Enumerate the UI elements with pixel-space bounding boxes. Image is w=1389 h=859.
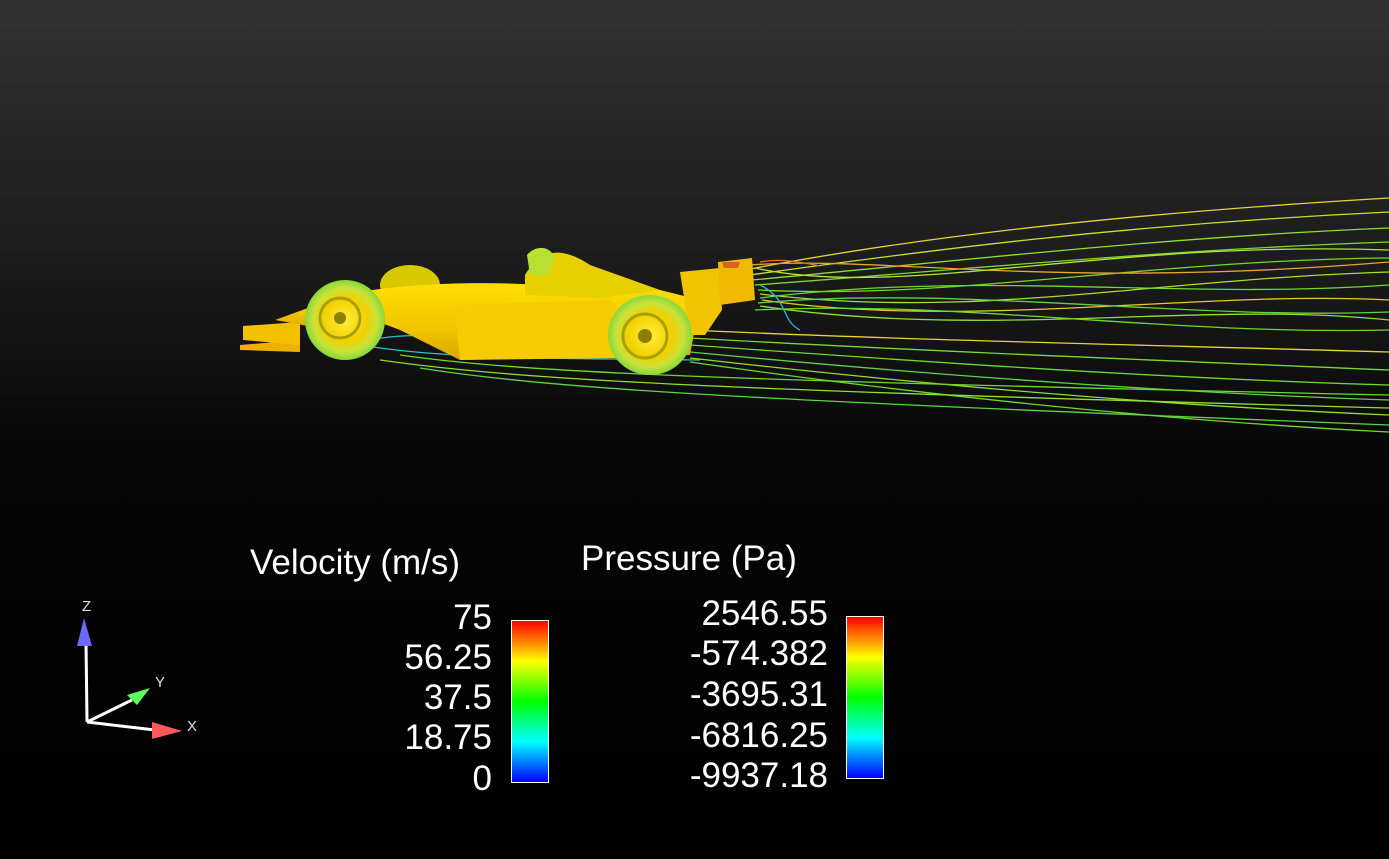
velocity-color-bar bbox=[511, 620, 549, 783]
car-model[interactable] bbox=[240, 247, 755, 375]
rear-wing bbox=[680, 268, 722, 335]
velocity-tick: 0 bbox=[472, 759, 492, 798]
y-axis-arrow-icon bbox=[127, 688, 150, 705]
pressure-color-bar bbox=[846, 616, 884, 779]
orientation-axes[interactable] bbox=[77, 618, 182, 739]
velocity-tick: 37.5 bbox=[423, 678, 492, 717]
z-axis-label: Z bbox=[82, 598, 92, 615]
z-axis-arrow-icon bbox=[77, 618, 92, 646]
y-axis-label: Y bbox=[155, 674, 166, 691]
pressure-legend-title: Pressure (Pa) bbox=[581, 539, 797, 578]
velocity-legend-title: Velocity (m/s) bbox=[250, 543, 461, 582]
velocity-tick: 56.25 bbox=[404, 638, 492, 677]
x-axis-arrow-icon bbox=[152, 722, 182, 739]
velocity-tick: 75 bbox=[453, 598, 492, 637]
pressure-tick: -9937.18 bbox=[689, 756, 828, 795]
air-intake bbox=[527, 247, 555, 275]
x-axis-label: X bbox=[187, 718, 198, 735]
pressure-tick: -3695.31 bbox=[689, 675, 828, 714]
velocity-tick: 18.75 bbox=[404, 718, 492, 757]
pressure-tick: -574.382 bbox=[689, 634, 828, 673]
sidepod bbox=[455, 300, 640, 360]
pressure-tick: 2546.55 bbox=[701, 594, 828, 633]
pressure-tick: -6816.25 bbox=[689, 716, 828, 755]
engine-cover bbox=[525, 252, 660, 298]
